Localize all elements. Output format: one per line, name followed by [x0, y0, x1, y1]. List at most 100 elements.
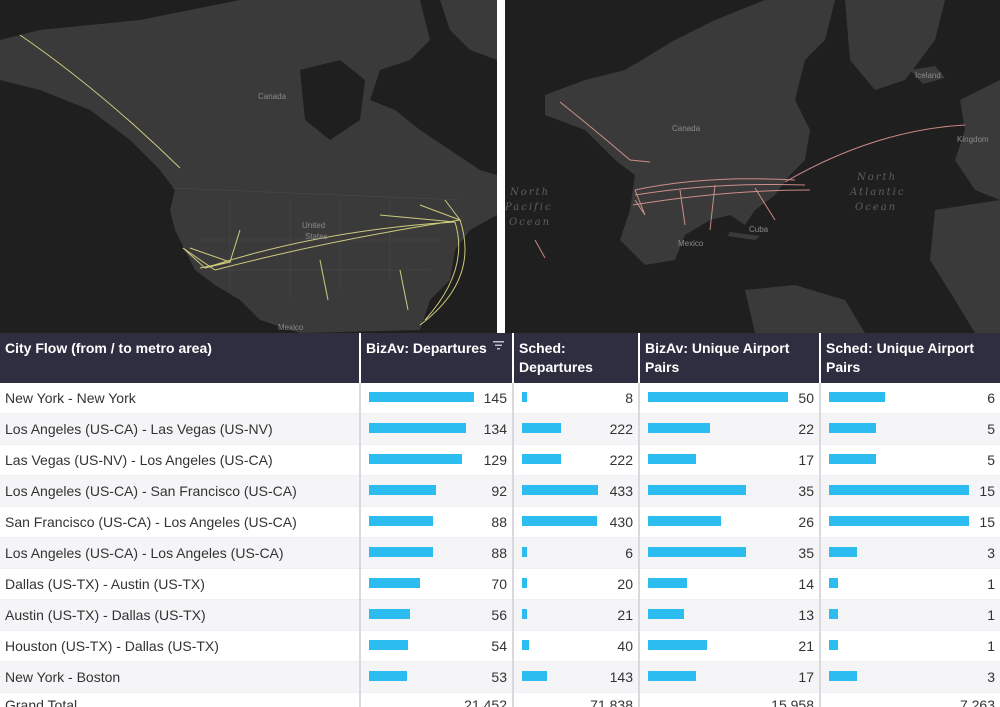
- map-label-mexico: Mexico: [678, 239, 704, 248]
- map-label-cuba: Cuba: [749, 225, 769, 234]
- header-bizav-departures-label: BizAv: Departures: [366, 340, 487, 356]
- sched-departures-bar: [522, 609, 527, 619]
- sched-pairs-bar: [829, 609, 838, 619]
- sched-departures-bar: [522, 454, 561, 464]
- land-iceland: [910, 66, 945, 84]
- sched-departures-bar: [522, 516, 597, 526]
- map-label-mexico: Mexico: [278, 323, 304, 332]
- grand-total-sched-departures: 71,838: [513, 692, 640, 707]
- flow-lines-right: [534, 101, 966, 259]
- header-city-flow-label: City Flow (from / to metro area): [5, 340, 212, 356]
- city-flow-table: City Flow (from / to metro area) BizAv: …: [0, 333, 1000, 707]
- sched-departures-bar: [522, 671, 547, 681]
- city-flow-cell: Los Angeles (US-CA) - Las Vegas (US-NV): [0, 413, 361, 445]
- sched-departures-cell: 433: [513, 475, 640, 507]
- sched-pairs-cell: 3: [820, 661, 1000, 693]
- land-hudson-bay: [300, 60, 365, 140]
- city-flow-cell: Dallas (US-TX) - Austin (US-TX): [0, 568, 361, 600]
- bizav-pairs-bar: [648, 640, 707, 650]
- table-row[interactable]: New York - New York 145 8 50 6: [0, 383, 1000, 414]
- sched-pairs-bar: [829, 578, 838, 588]
- bizav-pairs-cell: 17: [639, 444, 821, 476]
- header-city-flow[interactable]: City Flow (from / to metro area): [0, 333, 361, 383]
- table-body: New York - New York 145 8 50 6 Los Angeles (U…: [0, 383, 1000, 693]
- sched-departures-value: 433: [609, 483, 633, 499]
- bizav-pairs-cell: 35: [639, 475, 821, 507]
- bizav-pairs-value: 22: [798, 421, 814, 437]
- header-sched-departures[interactable]: Sched: Departures: [513, 333, 640, 383]
- bizav-departures-bar: [369, 547, 433, 557]
- sched-departures-value: 8: [625, 390, 633, 406]
- sched-pairs-bar: [829, 454, 876, 464]
- map-right-canvas[interactable]: Canada Iceland Kingdom Mexico Cuba North…: [505, 0, 1000, 333]
- land-south-america: [745, 285, 865, 333]
- bizav-pairs-cell: 26: [639, 506, 821, 538]
- sched-departures-cell: 430: [513, 506, 640, 538]
- sched-departures-value: 40: [617, 638, 633, 654]
- sched-departures-bar: [522, 578, 527, 588]
- sched-departures-cell: 21: [513, 599, 640, 631]
- sched-pairs-cell: 5: [820, 444, 1000, 476]
- map-label-iceland: Iceland: [915, 71, 941, 80]
- bizav-departures-cell: 53: [360, 661, 514, 693]
- bizav-pairs-cell: 35: [639, 537, 821, 569]
- bizav-departures-cell: 70: [360, 568, 514, 600]
- table-row[interactable]: Los Angeles (US-CA) - San Francisco (US-…: [0, 475, 1000, 507]
- map-label-canada: Canada: [672, 124, 701, 133]
- table-row[interactable]: Los Angeles (US-CA) - Los Angeles (US-CA…: [0, 537, 1000, 569]
- bizav-departures-value: 129: [483, 452, 507, 468]
- map-left-canvas[interactable]: Canada United States Mexico: [0, 0, 497, 333]
- sched-departures-value: 430: [609, 514, 633, 530]
- sched-pairs-cell: 15: [820, 475, 1000, 507]
- table-row[interactable]: San Francisco (US-CA) - Los Angeles (US-…: [0, 506, 1000, 538]
- header-bizav-pairs[interactable]: BizAv: Unique Airport Pairs: [639, 333, 821, 383]
- bizav-departures-value: 88: [491, 514, 507, 530]
- sched-pairs-cell: 15: [820, 506, 1000, 538]
- map-left[interactable]: Canada United States Mexico: [0, 0, 497, 333]
- bizav-pairs-value: 17: [798, 669, 814, 685]
- bizav-pairs-cell: 13: [639, 599, 821, 631]
- sched-departures-bar: [522, 547, 527, 557]
- grand-total-bizav-departures: 21,452: [360, 692, 514, 707]
- sched-pairs-cell: 5: [820, 413, 1000, 445]
- sched-pairs-value: 5: [987, 421, 995, 437]
- table-row[interactable]: New York - Boston 53 143 17 3: [0, 661, 1000, 693]
- sched-pairs-bar: [829, 485, 969, 495]
- sched-departures-value: 222: [609, 452, 633, 468]
- map-right[interactable]: Canada Iceland Kingdom Mexico Cuba North…: [505, 0, 1000, 333]
- header-bizav-departures[interactable]: BizAv: Departures: [360, 333, 514, 383]
- map-label-canada: Canada: [258, 92, 287, 101]
- sched-pairs-cell: 6: [820, 383, 1000, 414]
- ocean-label-atlantic-2: Atlantic: [849, 187, 905, 198]
- bizav-pairs-bar: [648, 671, 696, 681]
- sched-departures-bar: [522, 392, 527, 402]
- sched-pairs-bar: [829, 516, 969, 526]
- table-row[interactable]: Las Vegas (US-NV) - Los Angeles (US-CA) 1…: [0, 444, 1000, 476]
- table-row[interactable]: Dallas (US-TX) - Austin (US-TX) 70 20 14 1: [0, 568, 1000, 600]
- sched-pairs-value: 3: [987, 669, 995, 685]
- bizav-departures-bar: [369, 609, 410, 619]
- bizav-departures-value: 70: [491, 576, 507, 592]
- bizav-pairs-cell: 50: [639, 383, 821, 414]
- map-divider: [497, 0, 505, 333]
- sched-pairs-value: 5: [987, 452, 995, 468]
- sched-pairs-value: 1: [987, 576, 995, 592]
- map-label-states: States: [305, 232, 328, 241]
- table-row[interactable]: Austin (US-TX) - Dallas (US-TX) 56 21 13 1: [0, 599, 1000, 631]
- bizav-departures-bar: [369, 671, 407, 681]
- grand-total-sched-pairs: 7,263: [820, 692, 1000, 707]
- sched-departures-cell: 6: [513, 537, 640, 569]
- bizav-pairs-cell: 17: [639, 661, 821, 693]
- bizav-departures-value: 88: [491, 545, 507, 561]
- table-row[interactable]: Los Angeles (US-CA) - Las Vegas (US-NV) 1…: [0, 413, 1000, 445]
- sched-departures-value: 20: [617, 576, 633, 592]
- sort-icon[interactable]: [493, 341, 504, 350]
- table-row[interactable]: Houston (US-TX) - Dallas (US-TX) 54 40 21 1: [0, 630, 1000, 662]
- header-sched-pairs-line1: Sched: Unique Airport: [826, 340, 975, 356]
- land-europe: [955, 80, 1000, 200]
- sched-pairs-value: 6: [987, 390, 995, 406]
- sched-pairs-bar: [829, 392, 885, 402]
- sched-departures-bar: [522, 485, 598, 495]
- bizav-pairs-bar: [648, 609, 684, 619]
- header-sched-pairs[interactable]: Sched: Unique Airport Pairs: [820, 333, 1000, 383]
